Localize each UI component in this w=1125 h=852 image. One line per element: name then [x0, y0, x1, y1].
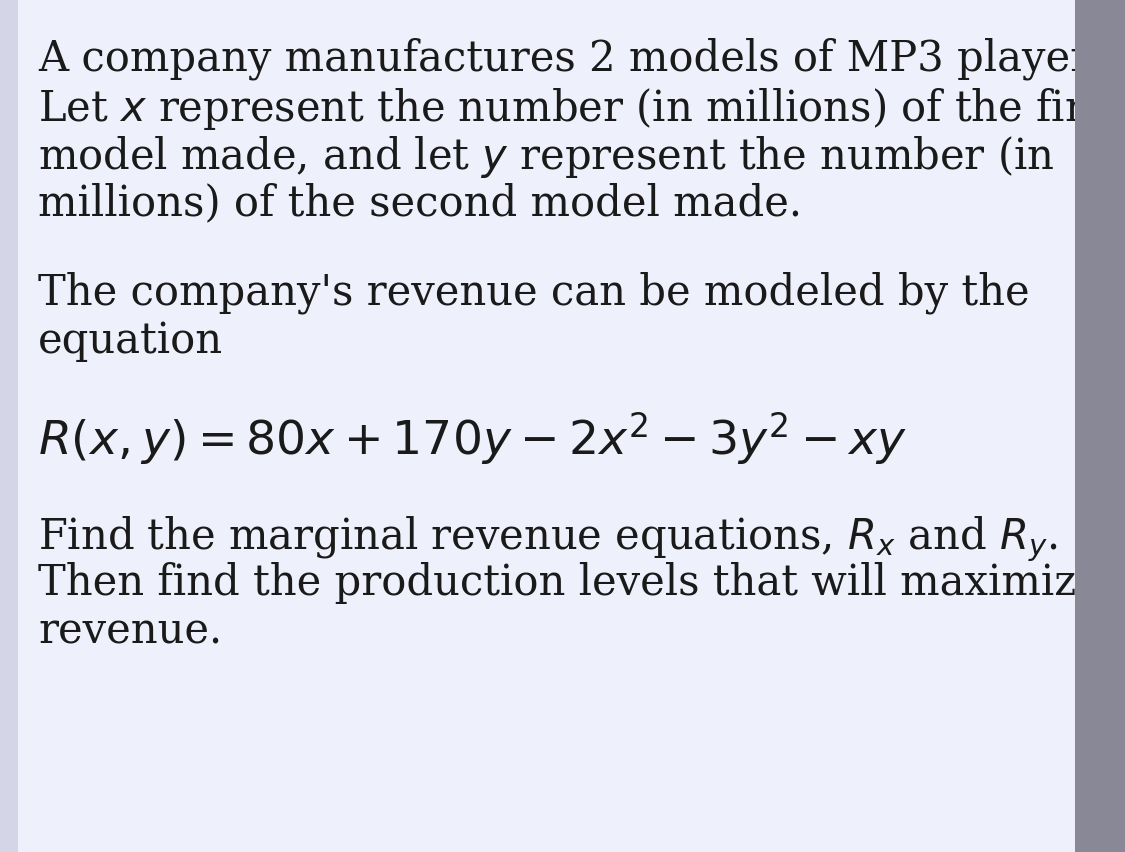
Text: model made, and let $y$ represent the number (in: model made, and let $y$ represent the nu…: [38, 134, 1054, 180]
Text: equation: equation: [38, 320, 223, 362]
Text: millions) of the second model made.: millions) of the second model made.: [38, 182, 802, 224]
Text: Let $x$ represent the number (in millions) of the first: Let $x$ represent the number (in million…: [38, 86, 1124, 132]
Text: Then find the production levels that will maximize: Then find the production levels that wil…: [38, 562, 1100, 604]
Text: Find the marginal revenue equations, $R_x$ and $R_y$.: Find the marginal revenue equations, $R_…: [38, 514, 1058, 564]
Bar: [1076, 0, 1125, 852]
Text: The company's revenue can be modeled by the: The company's revenue can be modeled by …: [38, 272, 1029, 314]
Text: $R(x, y) = 80x + 170y - 2x^2 - 3y^2 - xy$: $R(x, y) = 80x + 170y - 2x^2 - 3y^2 - xy…: [38, 410, 907, 467]
Text: A company manufactures 2 models of MP3 players.: A company manufactures 2 models of MP3 p…: [38, 38, 1125, 80]
Bar: [0, 0, 18, 852]
Text: revenue.: revenue.: [38, 610, 222, 652]
